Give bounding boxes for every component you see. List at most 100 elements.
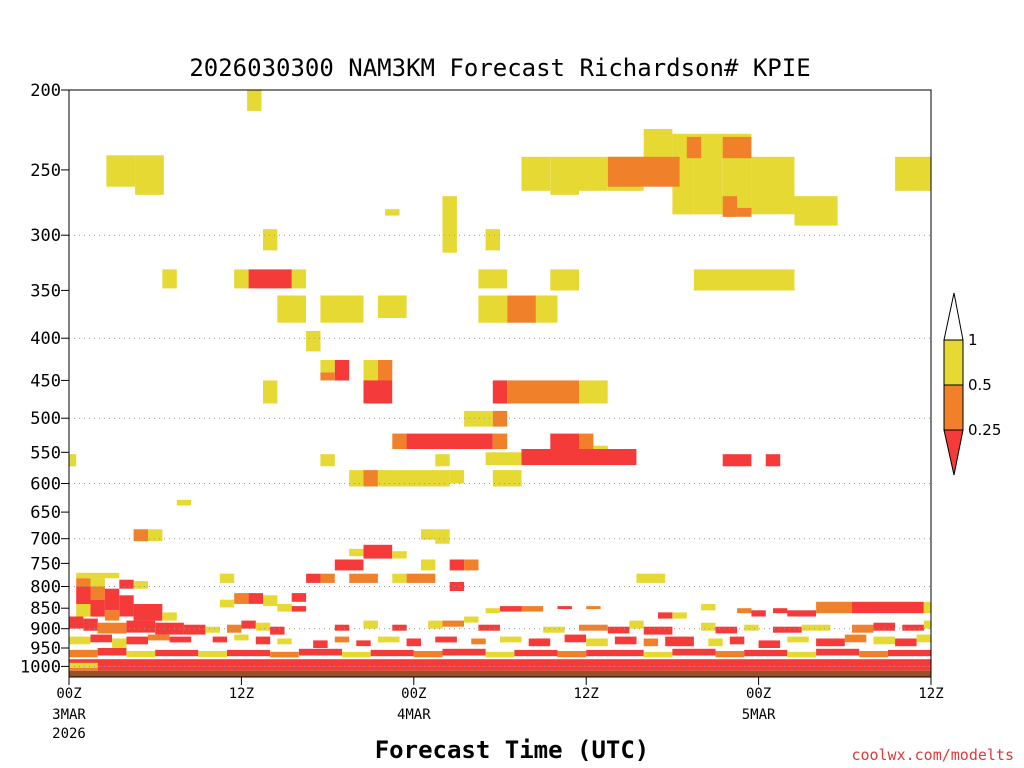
y-tick-label: 700 (30, 530, 61, 550)
ri-cell (643, 651, 673, 658)
ri-cell (492, 433, 508, 449)
ri-cell (133, 529, 148, 542)
ri-cell (306, 573, 321, 583)
ri-cell (69, 649, 98, 658)
ri-cell (255, 622, 271, 631)
ri-cell (923, 601, 931, 614)
ri-cell (435, 529, 450, 544)
plot-frame (68, 89, 932, 678)
ri-cell (356, 640, 371, 647)
ri-cell (76, 572, 120, 579)
ri-cell (693, 269, 795, 291)
ri-cell (90, 586, 105, 600)
ri-cell (801, 624, 831, 631)
ri-cell (320, 295, 364, 323)
ri-cell (205, 626, 220, 633)
ri-cell (586, 649, 644, 657)
ri-cell (449, 470, 465, 484)
chart-title: 2026030300 NAM3KM Forecast Richardson# K… (189, 54, 810, 82)
ri-cell (550, 269, 579, 291)
ri-cell (471, 638, 486, 645)
x-tick-label: 12Z (918, 686, 943, 702)
ri-cell (852, 601, 874, 614)
ri-cell (557, 651, 587, 658)
ri-cell (320, 372, 335, 381)
ri-cell (614, 636, 637, 645)
ri-cell (363, 620, 378, 629)
ri-cell (464, 410, 493, 427)
ri-cell (722, 196, 738, 217)
ri-cell (737, 608, 752, 614)
ri-cell (507, 295, 536, 323)
x-tick-label: 3MAR (52, 707, 86, 723)
richardson-cells (69, 90, 931, 671)
ri-cell (277, 638, 292, 645)
ri-cell (787, 651, 816, 658)
ri-cell (478, 295, 508, 323)
y-axis: 200 250 300 350 400 450 500 550 600 650 700 750 8008… (20, 81, 69, 677)
ri-cell (579, 433, 594, 449)
ri-cell (320, 573, 335, 583)
ri-cell (586, 606, 601, 610)
y-tick-label: 900 (30, 620, 61, 640)
ri-cell (442, 620, 464, 627)
ri-cell (119, 579, 134, 589)
ri-cell (219, 573, 235, 583)
ri-cell (212, 636, 228, 643)
ri-cell (363, 544, 393, 559)
ri-cell (435, 636, 457, 643)
ri-cell (873, 601, 924, 614)
ri-cell (370, 649, 414, 657)
ri-cell (844, 634, 867, 643)
ri-cell (421, 529, 436, 540)
ri-cell (758, 640, 781, 648)
legend-arrow-bottom (943, 429, 964, 476)
ri-cell (421, 559, 436, 571)
ri-cell (277, 295, 306, 323)
ri-cell (500, 636, 522, 643)
ri-cell (106, 155, 136, 187)
ri-cell (392, 433, 407, 449)
ri-cell (97, 666, 931, 671)
ri-cell (686, 136, 702, 159)
ri-cell (593, 445, 608, 451)
ri-cell (485, 651, 515, 658)
ri-cell (442, 648, 486, 656)
ri-cell (442, 196, 457, 253)
legend-swatch-yellow (943, 339, 964, 386)
ri-cell (557, 606, 572, 610)
ri-cell (349, 573, 378, 583)
ri-cell (392, 573, 407, 583)
ri-cell (751, 156, 795, 215)
ri-cell (342, 651, 371, 658)
ri-cell (83, 618, 98, 631)
y-tick-label: 400 (30, 329, 61, 349)
ri-cell (377, 295, 407, 318)
ri-cell (133, 604, 163, 621)
ri-cell (435, 454, 450, 467)
ri-cell (162, 269, 177, 289)
ri-cell (90, 634, 112, 643)
x-axis: 00Z 3MAR 2026 12Z 00Z 4MAR 12Z 00Z 5MAR 12Z (52, 677, 944, 742)
ri-cell (550, 433, 579, 449)
ri-cell (247, 90, 262, 111)
ri-cell (744, 649, 788, 657)
ri-cell (500, 606, 522, 612)
y-tick-label: 550 (30, 443, 61, 463)
ri-cell (658, 612, 673, 619)
ri-cell (701, 604, 716, 611)
y-tick-label: 850 (30, 599, 61, 619)
ri-cell (579, 624, 608, 631)
ri-cell (248, 593, 263, 604)
ri-cell (377, 636, 400, 643)
y-tick-label: 450 (30, 371, 61, 391)
ri-cell (665, 636, 694, 647)
ri-cell (449, 559, 465, 571)
y-tick-label: 200 (30, 81, 61, 101)
ri-cell (873, 636, 896, 645)
ri-cell (104, 588, 120, 611)
y-tick-label: 250 (30, 161, 61, 181)
ri-cell (306, 331, 321, 352)
ri-cell (90, 599, 105, 617)
ri-cell (852, 624, 874, 633)
